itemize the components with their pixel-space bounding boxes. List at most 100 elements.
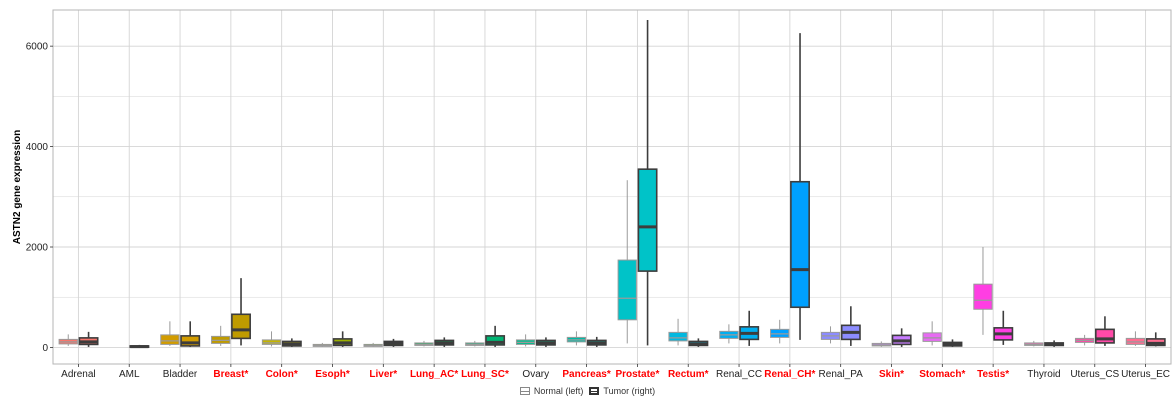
grid-layer: [53, 10, 1171, 364]
normal-iqr-box: [160, 334, 180, 345]
tumor-box: [281, 338, 302, 347]
normal-iqr-box: [261, 339, 282, 345]
x-tick-label: Rectum*: [668, 369, 709, 380]
tumor-box: [739, 310, 760, 346]
category-group: [261, 331, 302, 347]
normal-box: [58, 334, 78, 346]
category-group: [973, 247, 1014, 345]
x-tick-label: Uterus_CS: [1070, 369, 1119, 380]
legend: Normal (left) Tumor (right): [0, 386, 1175, 396]
normal-box: [973, 247, 993, 335]
x-tick-label: Breast*: [213, 369, 248, 380]
category-group: [160, 321, 201, 347]
category-group: [363, 338, 404, 347]
tumor-box: [180, 321, 201, 347]
category-group: [668, 318, 709, 347]
tumor-box: [231, 278, 251, 346]
y-tick-label: 0: [42, 343, 48, 354]
normal-box: [820, 326, 841, 344]
category-group: [1024, 340, 1065, 347]
x-axis: Adrenal AML Bladder Breast* Colon* Esoph* Live…: [61, 364, 1170, 380]
category-group: [129, 344, 150, 349]
box-layer: [58, 20, 1166, 349]
x-tick-label: Thyroid: [1027, 369, 1060, 380]
tumor-iqr-box: [790, 180, 810, 309]
normal-box: [211, 325, 231, 346]
x-tick-label: Skin*: [879, 369, 904, 380]
x-tick-label: Stomach*: [919, 369, 965, 380]
normal-box: [312, 342, 332, 347]
x-tick-label: Pancreas*: [562, 369, 610, 380]
tumor-box: [332, 331, 353, 347]
tumor-box: [1145, 332, 1166, 347]
tumor-iqr-box: [1094, 328, 1115, 344]
legend-key-normal: [519, 387, 530, 395]
x-tick-label: Colon*: [266, 369, 298, 380]
tumor-box: [129, 344, 150, 349]
tumor-box: [1044, 340, 1065, 347]
x-tick-label: Liver*: [369, 369, 397, 380]
tumor-box: [434, 337, 455, 347]
category-group: [617, 20, 658, 346]
tumor-box: [688, 338, 709, 347]
normal-box: [414, 340, 434, 347]
legend-key-tumor: [589, 387, 600, 395]
normal-box: [515, 334, 536, 347]
tumor-box: [840, 306, 861, 346]
tumor-iqr-box: [180, 335, 201, 347]
x-tick-label: Bladder: [163, 369, 198, 380]
legend-item-tumor: Tumor (right): [589, 386, 655, 396]
y-axis: 0 2000 4000 6000: [26, 42, 53, 354]
normal-box: [363, 342, 383, 347]
category-group: [770, 33, 810, 344]
x-tick-label: Testis*: [977, 369, 1009, 380]
normal-box: [668, 318, 688, 346]
category-group: [58, 331, 99, 347]
x-tick-label: Renal_CC: [716, 369, 762, 380]
tumor-iqr-box: [231, 313, 251, 340]
x-tick-label: Prostate*: [615, 369, 659, 380]
x-tick-label: Renal_PA: [819, 369, 864, 380]
y-axis-label: ASTN2 gene expression: [12, 130, 23, 244]
tumor-box: [942, 339, 963, 347]
x-tick-label: Adrenal: [61, 369, 95, 380]
tumor-box: [637, 20, 658, 346]
tumor-box: [993, 310, 1014, 345]
category-group: [820, 306, 861, 346]
legend-label-normal: Normal (left): [533, 386, 584, 396]
category-group: [312, 331, 353, 347]
panel-border: [52, 9, 1172, 365]
normal-iqr-box: [922, 332, 942, 342]
category-group: [871, 328, 912, 347]
category-group: [515, 334, 556, 347]
x-tick-label: Esoph*: [315, 369, 350, 380]
category-group: [719, 310, 760, 346]
x-tick-label: Uterus_EC: [1121, 369, 1170, 380]
category-group: [211, 278, 251, 346]
normal-iqr-box: [617, 259, 637, 321]
y-tick-label: 6000: [26, 42, 49, 53]
normal-box: [261, 331, 282, 347]
normal-box: [871, 341, 891, 347]
category-group: [1074, 316, 1115, 346]
x-tick-label: AML: [119, 369, 140, 380]
y-tick-label: 4000: [26, 142, 49, 153]
normal-box: [1125, 331, 1146, 346]
x-tick-label: Lung_AC*: [410, 369, 458, 380]
category-group: [414, 337, 455, 347]
normal-box: [160, 321, 180, 346]
legend-label-tumor: Tumor (right): [603, 386, 656, 396]
normal-box: [617, 180, 637, 344]
tumor-box: [586, 336, 607, 347]
category-group: [1125, 331, 1166, 347]
legend-item-normal: Normal (left): [519, 386, 584, 396]
normal-box: [770, 319, 790, 344]
y-tick-label: 2000: [26, 243, 49, 254]
normal-box: [1074, 334, 1095, 346]
category-group: [922, 321, 963, 347]
x-tick-label: Renal_CH*: [764, 369, 815, 380]
category-group: [566, 331, 607, 347]
tumor-box: [485, 325, 506, 347]
normal-box: [566, 331, 587, 346]
